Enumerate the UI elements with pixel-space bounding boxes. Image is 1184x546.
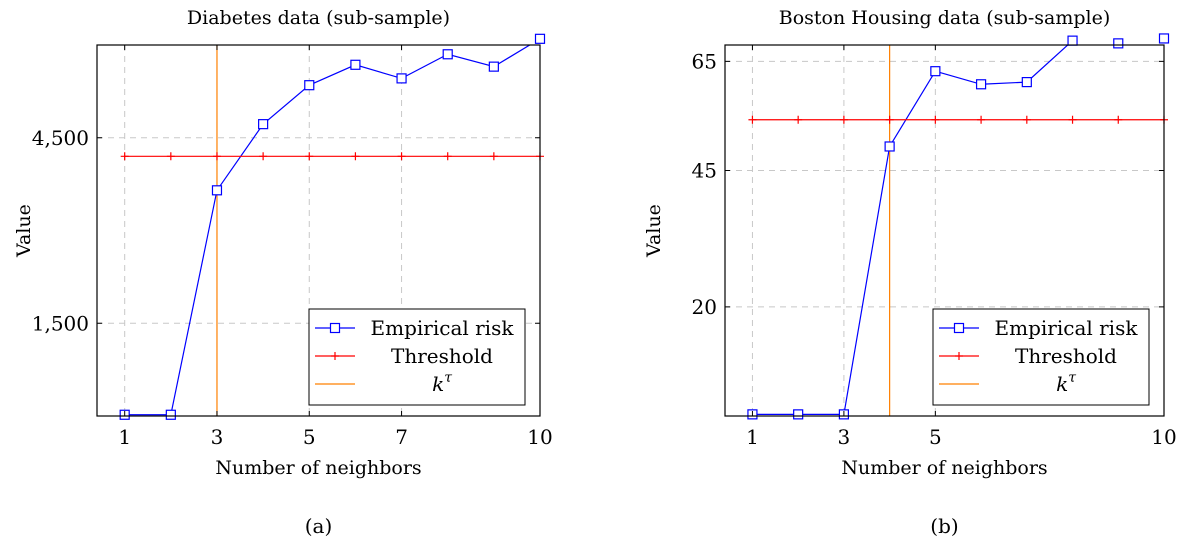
threshold-point bbox=[1114, 115, 1123, 124]
empirical-risk-point bbox=[304, 80, 315, 91]
x-tick-label: 10 bbox=[527, 425, 552, 449]
ticks: 1 3 5 10 20 45 65 bbox=[692, 45, 1177, 449]
y-axis-label: Value bbox=[643, 204, 665, 258]
threshold-point bbox=[977, 115, 986, 124]
x-tick-label: 7 bbox=[395, 425, 408, 449]
threshold-point bbox=[397, 152, 406, 161]
x-tick-label: 3 bbox=[838, 425, 851, 449]
legend-label: kτ bbox=[432, 370, 452, 396]
x-tick-label: 10 bbox=[1151, 425, 1176, 449]
threshold-point bbox=[259, 152, 268, 161]
threshold-point bbox=[212, 152, 221, 161]
empirical-risk-point bbox=[1113, 38, 1124, 49]
legend-swatch-marker bbox=[955, 352, 963, 360]
y-tick-label: 4,500 bbox=[32, 126, 89, 150]
empirical-risk-point bbox=[930, 66, 941, 77]
empirical-risk-point bbox=[165, 409, 176, 420]
threshold-point bbox=[489, 152, 498, 161]
empirical-risk-point bbox=[396, 73, 407, 84]
empirical-risk-point bbox=[534, 33, 546, 44]
legend-box bbox=[932, 308, 1150, 406]
legend-label: Empirical risk bbox=[995, 316, 1139, 340]
x-tick-label: 1 bbox=[746, 425, 759, 449]
empirical-risk-point bbox=[1067, 35, 1078, 46]
legend-swatch-marker bbox=[331, 352, 339, 360]
legend-label: Empirical risk bbox=[371, 316, 515, 340]
empirical-risk-point bbox=[442, 49, 453, 60]
x-axis-label: Number of neighbors bbox=[215, 457, 421, 479]
threshold-point bbox=[1068, 115, 1077, 124]
legend-label: kτ bbox=[1056, 370, 1076, 396]
empirical-risk-point bbox=[884, 141, 895, 152]
ticks: 1 3 5 7 10 1,500 4,500 bbox=[32, 45, 553, 449]
markers bbox=[747, 33, 1170, 420]
empirical-risk-point bbox=[488, 61, 499, 72]
empirical-risk-point bbox=[975, 79, 987, 90]
chart-boston-housing: 1 3 5 10 20 45 65 Boston Housing data (sub-samp… bbox=[643, 7, 1177, 538]
legend-swatch-marker bbox=[953, 322, 965, 334]
threshold-point bbox=[166, 152, 175, 161]
x-tick-label: 1 bbox=[118, 425, 131, 449]
empirical-risk-point bbox=[1158, 33, 1170, 44]
legend-label: Threshold bbox=[1015, 344, 1117, 368]
empirical-risk-point bbox=[211, 185, 223, 196]
y-tick-label: 1,500 bbox=[32, 311, 89, 335]
figure-caption: (a) bbox=[305, 514, 333, 538]
threshold-point bbox=[443, 152, 452, 161]
legend-label: Threshold bbox=[391, 344, 493, 368]
empirical-risk-point bbox=[1021, 76, 1032, 88]
threshold-point bbox=[931, 115, 940, 124]
empirical-risk-point bbox=[350, 59, 361, 70]
threshold-point bbox=[885, 115, 894, 124]
threshold-point bbox=[305, 152, 314, 161]
chart-title: Boston Housing data (sub-sample) bbox=[779, 7, 1110, 29]
empirical-risk-point bbox=[793, 409, 804, 420]
figure-caption: (b) bbox=[930, 514, 958, 538]
axes-frame bbox=[96, 44, 541, 417]
series-line-empirical-risk bbox=[124, 45, 531, 416]
x-axis-label: Number of neighbors bbox=[841, 457, 1047, 479]
threshold-point bbox=[351, 152, 360, 161]
legend-swatch-marker bbox=[329, 322, 341, 334]
y-tick-label: 20 bbox=[692, 295, 717, 319]
threshold-point bbox=[120, 152, 129, 161]
legend-box bbox=[308, 308, 526, 406]
plot-area bbox=[752, 45, 1164, 416]
y-tick-label: 45 bbox=[692, 158, 717, 182]
threshold-point bbox=[794, 115, 803, 124]
threshold-point bbox=[1022, 115, 1031, 124]
chart-diabetes: 1 3 5 7 10 1,500 4,500 Diabetes data (sub-sampl… bbox=[13, 7, 553, 538]
x-tick-label: 5 bbox=[303, 425, 316, 449]
plot-area bbox=[124, 45, 540, 416]
x-tick-label: 5 bbox=[929, 425, 942, 449]
chart-title: Diabetes data (sub-sample) bbox=[187, 7, 450, 29]
axes-frame bbox=[724, 44, 1165, 417]
y-tick-label: 65 bbox=[692, 49, 717, 73]
series-line-empirical-risk bbox=[752, 45, 1069, 415]
threshold-point bbox=[839, 115, 848, 124]
threshold-point bbox=[748, 115, 757, 124]
x-tick-label: 3 bbox=[211, 425, 224, 449]
y-axis-label: Value bbox=[13, 204, 35, 258]
empirical-risk-point bbox=[258, 119, 269, 130]
